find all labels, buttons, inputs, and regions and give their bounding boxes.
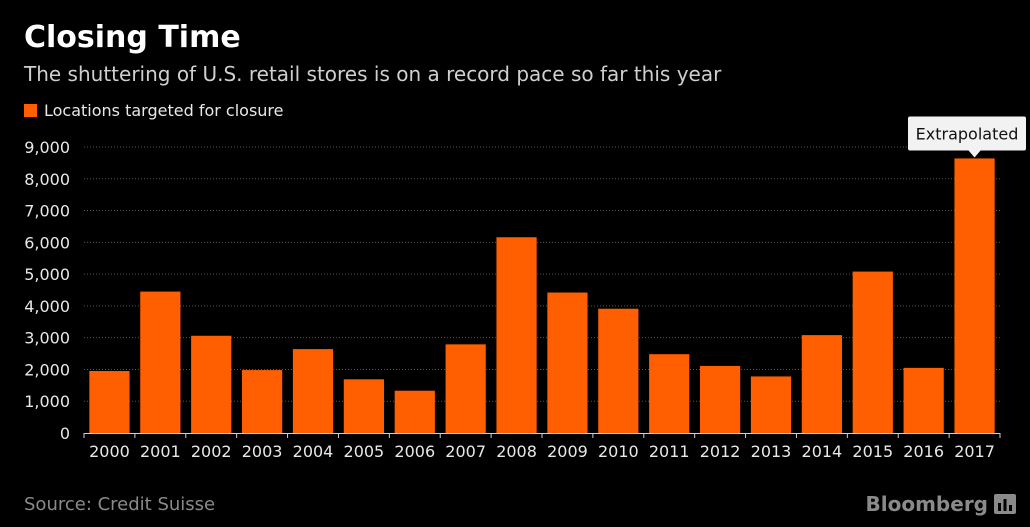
bar [394,390,435,433]
y-tick-label: 2,000 [24,360,70,379]
legend-swatch [24,104,37,117]
x-tick-label: 2004 [293,442,334,461]
bar [547,292,588,433]
y-tick-label: 1,000 [24,392,70,411]
x-tick-label: 2009 [547,442,588,461]
bar [242,370,283,433]
y-tick-label: 4,000 [24,297,70,316]
x-tick-label: 2011 [649,442,690,461]
x-tick-label: 2015 [852,442,893,461]
legend: Locations targeted for closure [24,101,284,120]
y-tick-label: 5,000 [24,265,70,284]
annotation-pointer [968,150,981,158]
x-tick-label: 2010 [598,442,639,461]
bar [750,376,792,433]
x-tick-label: 2003 [242,442,283,461]
chart-title: Closing Time [24,20,241,55]
x-tick-label: 2013 [751,442,792,461]
brand-logo: Bloomberg [866,492,1016,516]
x-tick-label: 2001 [140,442,181,461]
x-tick-label: 2006 [394,442,435,461]
x-tick-label: 2016 [903,442,944,461]
bar [496,237,537,433]
y-tick-label: 8,000 [24,170,70,189]
bar [191,335,232,433]
bar [903,367,944,433]
bar [852,271,893,433]
bar [89,371,130,433]
bar [700,365,741,433]
x-tick-label: 2000 [89,442,130,461]
y-tick-label: 3,000 [24,329,70,348]
bar [954,158,995,433]
y-tick-label: 9,000 [24,138,70,157]
brand-name: Bloomberg [865,492,988,516]
x-tick-label: 2008 [496,442,537,461]
bar [140,291,181,433]
y-tick-label: 6,000 [24,233,70,252]
x-tick-label: 2017 [954,442,995,461]
x-tick-label: 2012 [700,442,741,461]
bar [292,349,334,433]
y-tick-label: 0 [60,424,70,443]
y-tick-label: 7,000 [24,202,70,221]
bar [801,335,842,433]
bar [445,344,486,433]
legend-label: Locations targeted for closure [44,101,284,120]
x-tick-label: 2007 [445,442,486,461]
bar [649,354,690,433]
bar [343,379,384,433]
x-tick-label: 2005 [344,442,385,461]
annotation-box [908,116,1026,151]
bar-chart-icon [994,494,1016,514]
chart-subtitle: The shuttering of U.S. retail stores is … [24,62,722,86]
source-note: Source: Credit Suisse [24,494,216,515]
x-tick-label: 2014 [802,442,843,461]
x-tick-label: 2002 [191,442,232,461]
bar [598,308,639,433]
annotation-label: Extrapolated [916,124,1019,143]
